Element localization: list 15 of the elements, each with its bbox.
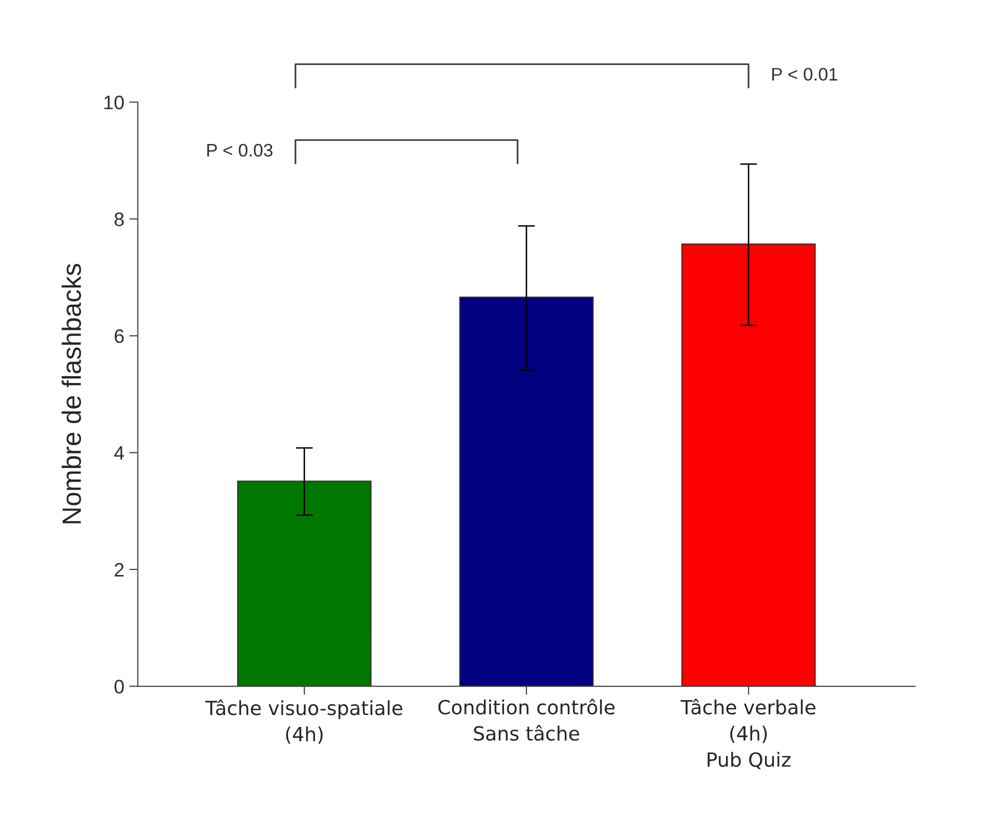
bar [459,296,594,686]
y-tick-label: 0 [114,680,124,694]
x-tick-label: Tâche visuo-spatiale (4h) [205,699,402,744]
y-axis-title: Nombre de flashbacks [62,264,82,524]
x-tick-label: Tâche verbale (4h) Pub Quiz [680,698,816,770]
bar [681,244,816,686]
y-tick-label: 8 [114,212,124,226]
bar [237,480,372,686]
annotation: P < 0.03 [207,144,272,157]
text: P < 0.01 [772,68,838,81]
x-tick-label: Condition contrôle Sans tâche [438,698,615,741]
y-tick-label: 2 [114,562,124,576]
y-tick-label: 10 [104,96,124,110]
y-tick-label: 4 [114,446,124,460]
y-tick-label: 6 [114,329,124,344]
